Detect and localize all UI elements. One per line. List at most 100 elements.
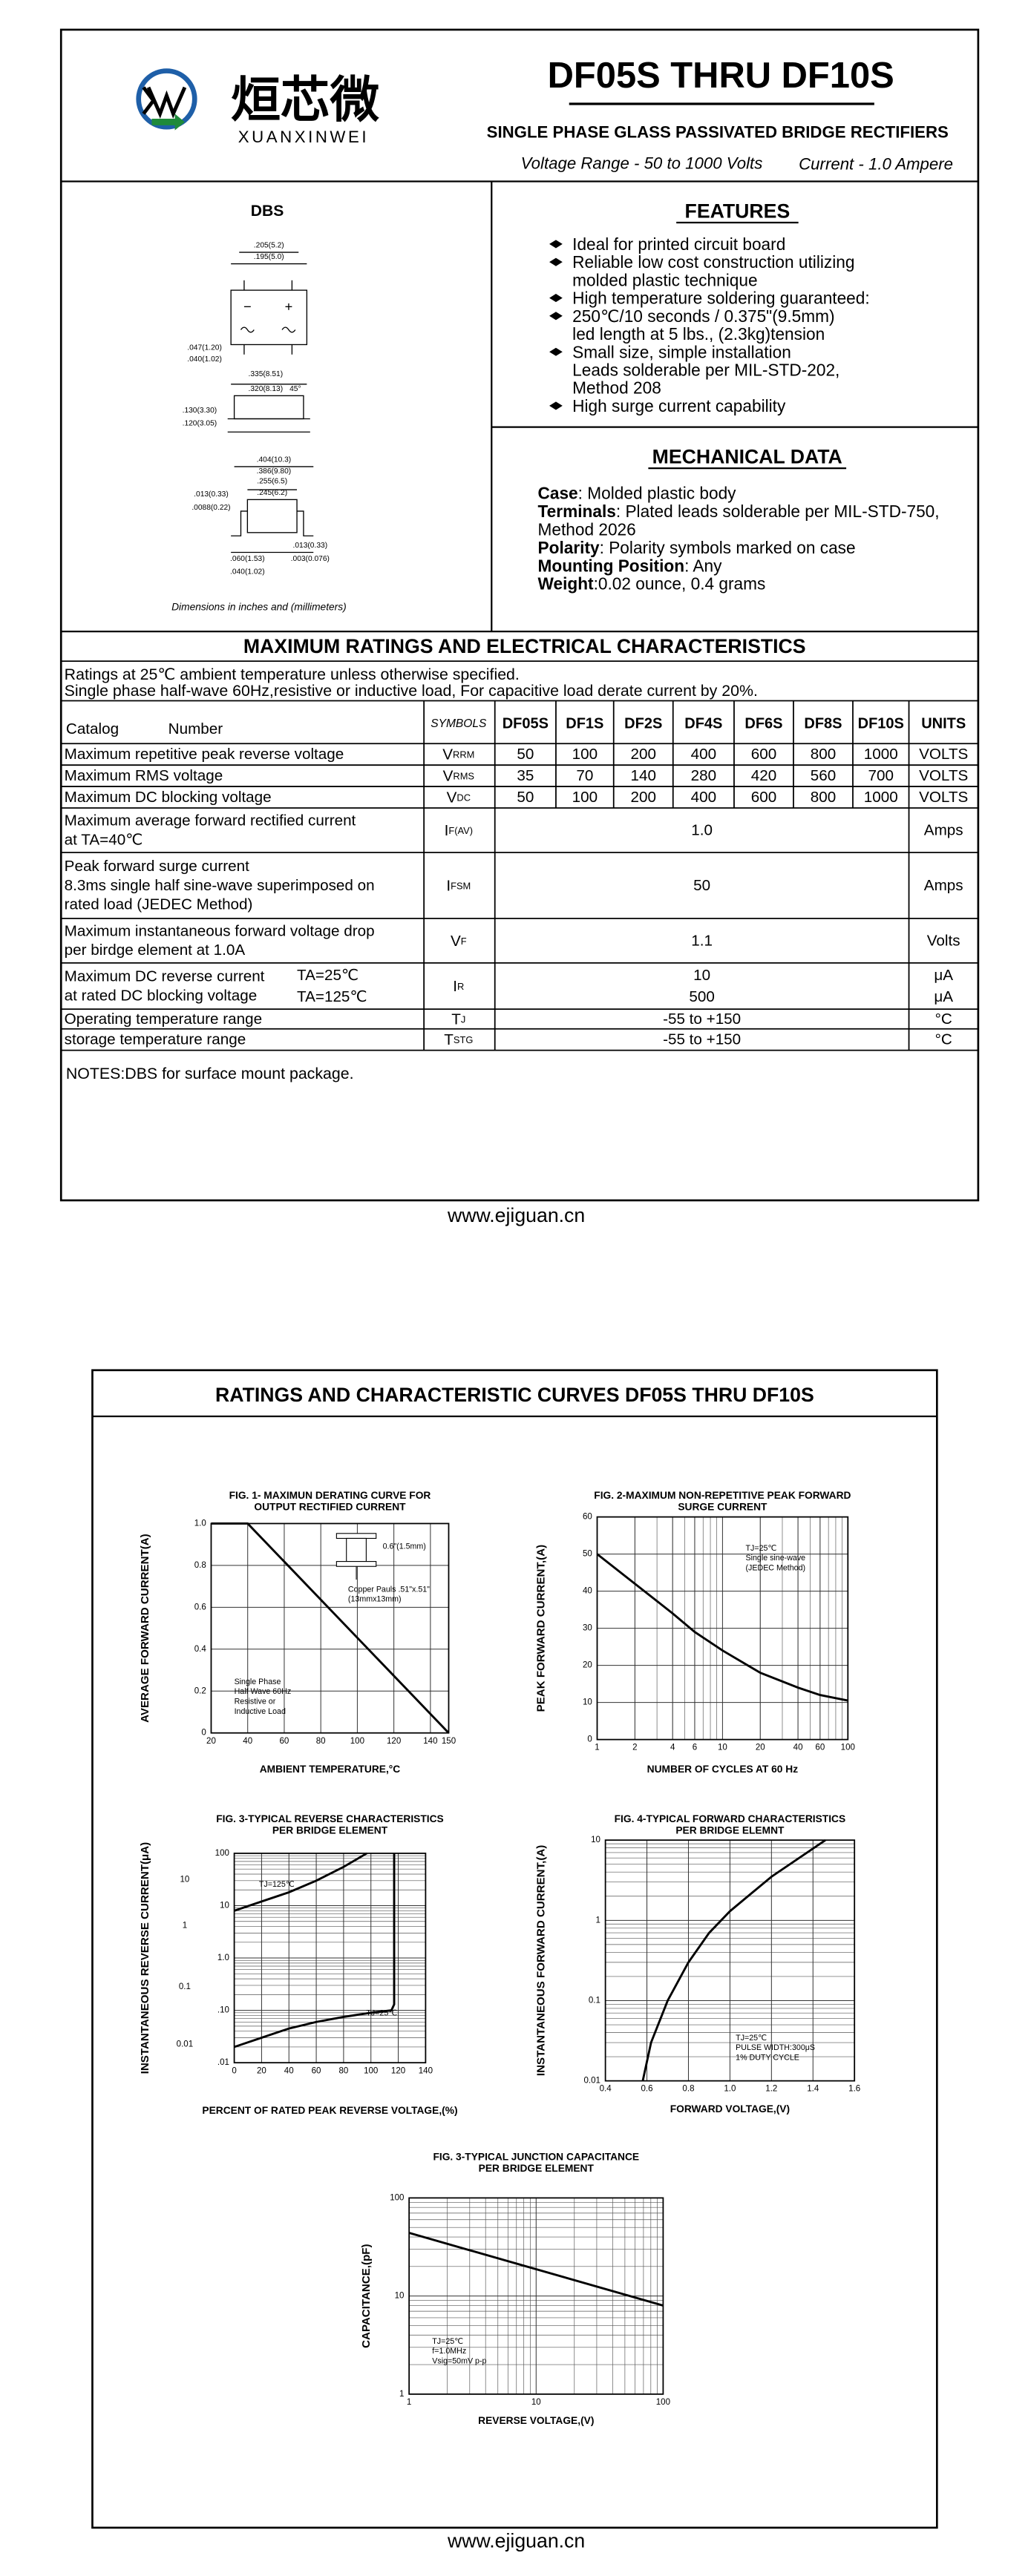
table-cell: 50 xyxy=(693,877,710,894)
feature-text: Reliable low cost construction utilizing xyxy=(572,252,854,272)
brand-latin: XUANXINWEI xyxy=(238,128,369,146)
logo-glyph xyxy=(146,86,187,119)
y-tick-label: 10 xyxy=(583,1698,592,1707)
symbol-sub: F(AV) xyxy=(448,824,473,835)
dimension-label: .255(6.5) xyxy=(257,477,287,485)
x-tick-label: 100 xyxy=(350,1737,364,1746)
page-frame xyxy=(59,28,980,1202)
table-cell: 200 xyxy=(630,746,655,763)
symbol-main: I xyxy=(445,821,449,838)
row-symbol: TJ xyxy=(451,1011,465,1028)
x-tick-label: 0.8 xyxy=(682,2085,694,2094)
table-cell: 500 xyxy=(689,988,714,1005)
dimension-label: 45° xyxy=(289,385,301,393)
table-cell: 560 xyxy=(811,767,836,784)
figure-title: FIG. 3-TYPICAL JUNCTION CAPACITANCE xyxy=(433,2151,639,2162)
table-cell: 600 xyxy=(751,746,776,763)
mechanical-value: Method 2026 xyxy=(538,519,636,539)
feature-text: led length at 5 lbs., (2.3kg)tension xyxy=(572,324,825,344)
annotation: (13mmx13mm) xyxy=(348,1595,402,1604)
symbol-main: V xyxy=(451,932,461,949)
table-header: DF4S xyxy=(684,716,722,732)
side-label: 10 xyxy=(180,1875,189,1884)
current-rating: Current - 1.0 Ampere xyxy=(799,155,953,174)
plot-frame xyxy=(604,1839,856,2082)
annotation: Inductive Load xyxy=(235,1707,286,1716)
x-tick-label: 60 xyxy=(280,1737,289,1746)
x-tick-label: 0.4 xyxy=(600,2085,612,2094)
footer: www.ejiguan.cn xyxy=(447,2530,585,2552)
y-tick-label: 50 xyxy=(583,1550,592,1559)
logo xyxy=(136,68,197,131)
x-tick-label: 120 xyxy=(391,2066,405,2075)
row-label: Maximum RMS voltage xyxy=(65,767,223,784)
table-cell: 280 xyxy=(691,767,716,784)
dimension-label: .320(8.13) xyxy=(249,385,284,393)
mechanical-label: Case xyxy=(538,483,578,502)
annotation: Single sine-wave xyxy=(746,1554,806,1563)
x-tick-label: 10 xyxy=(531,2398,541,2407)
brand-name: 烜芯微 xyxy=(231,73,379,128)
symbol-sub: DC xyxy=(456,792,471,803)
x-tick-label: 80 xyxy=(316,1737,326,1746)
table-cell: 100 xyxy=(572,746,598,763)
table-unit: °C xyxy=(935,1011,952,1028)
row-symbol: IF(AV) xyxy=(445,821,473,838)
symbol-sub: FSM xyxy=(451,880,471,891)
annotation: TJ=25℃ xyxy=(736,2034,767,2043)
lead xyxy=(297,510,314,536)
section-title: FEATURES xyxy=(685,200,791,222)
ac-mark xyxy=(281,326,296,333)
row-label: Maximum DC blocking voltage xyxy=(65,789,272,806)
heatsink-body xyxy=(346,1537,367,1563)
mechanical-text: Weight:0.02 ounce, 0.4 grams xyxy=(538,574,766,594)
feature-text: Small size, simple installation xyxy=(572,342,791,361)
dimension-label: .386(9.80) xyxy=(257,467,292,476)
y-tick-label: 1.0 xyxy=(217,1954,229,1962)
dimension-label: .013(0.33) xyxy=(194,490,229,499)
annotation: TJ=25℃ xyxy=(432,2337,463,2346)
row-label: Peak forward surge current xyxy=(65,858,249,875)
row-label: rated load (JEDEC Method) xyxy=(65,896,253,913)
y-tick-label: 60 xyxy=(583,1513,592,1522)
figure-title: PER BRIDGE ELEMNT xyxy=(675,1824,785,1836)
dimension-label: .195(5.0) xyxy=(254,253,284,261)
x-tick-label: 1 xyxy=(595,1744,599,1752)
y-tick-label: 1 xyxy=(399,2390,404,2399)
row-symbol: IR xyxy=(453,977,464,994)
curve xyxy=(211,1522,450,1734)
footer: www.ejiguan.cn xyxy=(447,1204,585,1226)
x-tick-label: 100 xyxy=(656,2398,670,2407)
dimension-label: .0088(0.22) xyxy=(192,504,230,512)
doc-subtitle: SINGLE PHASE GLASS PASSIVATED BRIDGE REC… xyxy=(487,122,949,141)
table-header: DF10S xyxy=(858,716,904,732)
mechanical-label: Polarity xyxy=(538,538,600,557)
symbol-main: T xyxy=(451,1011,461,1028)
notes: NOTES:DBS for surface mount package. xyxy=(66,1065,354,1082)
x-tick-label: 20 xyxy=(206,1737,216,1746)
symbol-main: V xyxy=(443,767,454,784)
annotation: f=1.0MHz xyxy=(432,2347,466,2356)
annotation: Vsig=50mV p-p xyxy=(432,2356,486,2365)
x-tick-label: 100 xyxy=(364,2066,378,2075)
package-drawing xyxy=(227,252,314,553)
row-label: 8.3ms single half sine-wave superimposed… xyxy=(65,877,375,894)
x-tick-label: 1.0 xyxy=(724,2085,736,2094)
x-axis-label: PERCENT OF RATED PEAK REVERSE VOLTAGE,(%… xyxy=(202,2105,457,2116)
feature-text: Ideal for printed circuit board xyxy=(572,234,785,254)
table-cell: 1.0 xyxy=(691,821,713,838)
row-label: Maximum average forward rectified curren… xyxy=(65,812,356,829)
x-tick-label: 80 xyxy=(338,2066,348,2075)
row-label: Maximum repetitive peak reverse voltage xyxy=(65,746,344,763)
annotation: 1% DUTY CYCLE xyxy=(736,2054,799,2063)
logo-arrow xyxy=(151,114,185,131)
table-cell: 600 xyxy=(751,789,776,806)
y-axis-label: AVERAGE FORWARD CURRENT(A) xyxy=(139,1534,151,1723)
feature-text: High surge current capability xyxy=(572,396,786,415)
annotation: TJ=25℃ xyxy=(366,2009,397,2018)
x-axis-label: AMBIENT TEMPERATURE,°C xyxy=(260,1764,401,1775)
x-tick-label: 1.6 xyxy=(848,2085,860,2094)
table-header: DF2S xyxy=(624,716,662,732)
